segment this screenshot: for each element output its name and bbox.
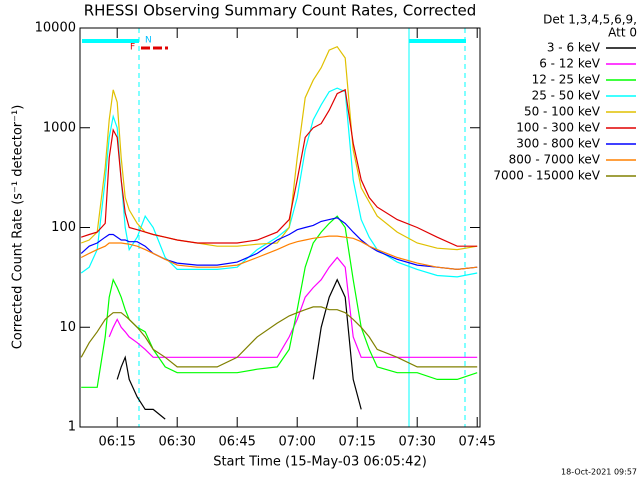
y-tick-label: 1000 bbox=[43, 120, 76, 135]
x-axis-label: Start Time (15-May-03 06:05:42) bbox=[213, 455, 427, 470]
x-tick-label: 06:30 bbox=[158, 435, 195, 450]
x-tick-label: 07:30 bbox=[398, 435, 435, 450]
x-tick-label: 07:45 bbox=[458, 435, 495, 450]
x-tick-label: 07:15 bbox=[338, 435, 375, 450]
series-line bbox=[80, 87, 478, 278]
legend-header: Att 0 bbox=[608, 26, 637, 40]
y-tick-label: 100 bbox=[51, 220, 76, 235]
chart-title: RHESSI Observing Summary Count Rates, Co… bbox=[84, 2, 477, 20]
x-tick-label: 06:45 bbox=[218, 435, 255, 450]
x-tick-label: 07:00 bbox=[278, 435, 315, 450]
series-line bbox=[81, 88, 478, 247]
footer: 18-Oct-2021 09:57 bbox=[561, 468, 637, 477]
y-tick-label: 1 bbox=[68, 420, 76, 435]
series-line bbox=[81, 215, 478, 388]
series-line bbox=[80, 306, 478, 368]
overlays: F N bbox=[82, 28, 466, 427]
legend-label: 25 - 50 keV bbox=[532, 89, 601, 103]
legend-label: 50 - 100 keV bbox=[524, 105, 601, 119]
x-tick-label: 06:15 bbox=[98, 435, 135, 450]
plot-area bbox=[80, 45, 478, 420]
legend-label: 800 - 7000 keV bbox=[509, 153, 601, 167]
night-flag: N bbox=[145, 36, 152, 46]
y-tick-label: 10000 bbox=[35, 21, 76, 36]
legend-label: 3 - 6 keV bbox=[547, 41, 601, 55]
legend-label: 6 - 12 keV bbox=[539, 57, 601, 71]
flare-flag: F bbox=[130, 43, 135, 53]
y-axis-label: Corrected Count Rate (s⁻¹ detector⁻¹) bbox=[11, 105, 26, 350]
series-line bbox=[80, 235, 478, 271]
legend-header: Det 1,3,4,5,6,9, bbox=[543, 13, 637, 27]
legend-label: 12 - 25 keV bbox=[532, 73, 601, 87]
legend-label: 7000 - 15000 keV bbox=[493, 169, 600, 183]
series-line bbox=[108, 256, 478, 358]
y-tick-label: 10 bbox=[59, 320, 76, 335]
series-line bbox=[80, 45, 478, 251]
series-line bbox=[116, 278, 362, 420]
legend-label: 300 - 800 keV bbox=[516, 137, 600, 151]
legend-label: 100 - 300 keV bbox=[516, 121, 600, 135]
